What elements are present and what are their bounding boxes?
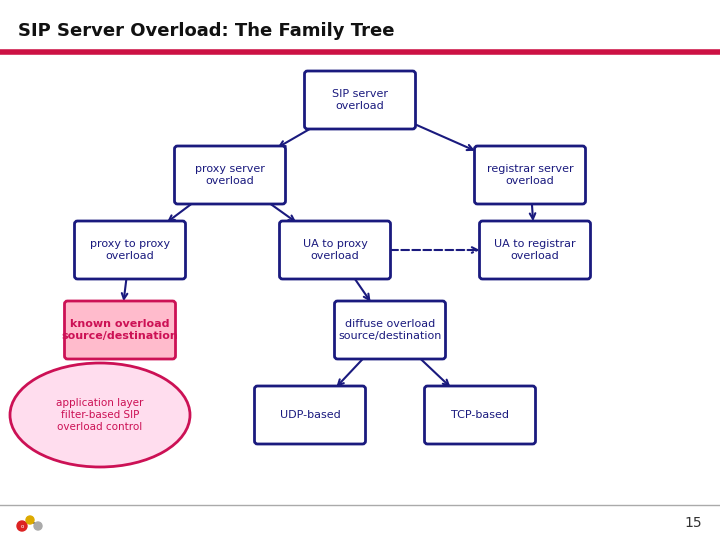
FancyBboxPatch shape — [480, 221, 590, 279]
Text: application layer
filter-based SIP
overload control: application layer filter-based SIP overl… — [56, 399, 144, 431]
FancyBboxPatch shape — [335, 301, 446, 359]
Text: known overload
source/destination: known overload source/destination — [62, 319, 179, 341]
FancyBboxPatch shape — [174, 146, 286, 204]
FancyBboxPatch shape — [425, 386, 536, 444]
Text: SIP Server Overload: The Family Tree: SIP Server Overload: The Family Tree — [18, 22, 395, 40]
FancyBboxPatch shape — [65, 301, 176, 359]
Text: 15: 15 — [685, 516, 702, 530]
Text: o: o — [20, 523, 24, 529]
Text: proxy server
overload: proxy server overload — [195, 164, 265, 186]
Circle shape — [17, 521, 27, 531]
FancyBboxPatch shape — [254, 386, 366, 444]
Text: TCP-based: TCP-based — [451, 410, 509, 420]
Text: registrar server
overload: registrar server overload — [487, 164, 573, 186]
FancyBboxPatch shape — [305, 71, 415, 129]
Text: UA to proxy
overload: UA to proxy overload — [302, 239, 367, 261]
FancyBboxPatch shape — [74, 221, 186, 279]
Text: proxy to proxy
overload: proxy to proxy overload — [90, 239, 170, 261]
Text: diffuse overload
source/destination: diffuse overload source/destination — [338, 319, 441, 341]
Text: UA to registrar
overload: UA to registrar overload — [494, 239, 576, 261]
FancyBboxPatch shape — [474, 146, 585, 204]
Text: SIP server
overload: SIP server overload — [332, 89, 388, 111]
Circle shape — [34, 522, 42, 530]
Text: UDP-based: UDP-based — [279, 410, 341, 420]
FancyBboxPatch shape — [279, 221, 390, 279]
Circle shape — [26, 516, 34, 524]
Ellipse shape — [10, 363, 190, 467]
